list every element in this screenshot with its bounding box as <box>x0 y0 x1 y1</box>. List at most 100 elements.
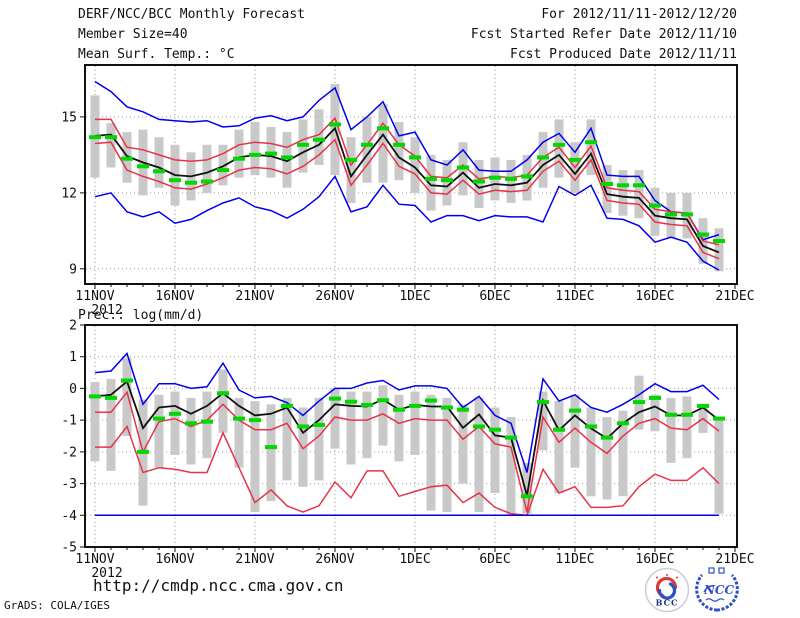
bcc-arc-mark-icon <box>656 576 658 579</box>
temp-chart-title: Mean Surf. Temp.: °C <box>78 47 235 62</box>
x-tick-label: 11NOV <box>75 289 114 304</box>
x-tick-label: 16DEC <box>635 289 674 304</box>
spread-bar <box>154 394 164 468</box>
spread-bar <box>314 109 324 165</box>
ncc-swirl <box>703 585 715 593</box>
x-tick-label: 11DEC <box>555 552 594 567</box>
spread-bar <box>330 388 340 449</box>
ncc-wave <box>705 598 725 602</box>
spread-bar <box>490 407 500 494</box>
spread-bar <box>554 401 564 494</box>
axis-labels: 15 12 9 11NOV 16NOV 21NOV 26NOV 1DEC 6DEC 11DEC 16… <box>61 110 754 318</box>
plot-border <box>84 64 738 285</box>
spread-bar <box>602 417 612 500</box>
spread-bar <box>650 394 660 432</box>
spread-bar <box>346 137 356 203</box>
spread-bar <box>250 122 260 176</box>
x-tick-label: 1DEC <box>399 552 430 567</box>
series-upper-spread-red <box>95 390 720 513</box>
x-tick-label: 26NOV <box>315 552 354 567</box>
spread-bar <box>586 407 596 497</box>
spread-bar <box>442 397 452 513</box>
bcc-logo-ring <box>644 567 690 613</box>
spread-bar <box>410 391 420 455</box>
grads-credit: GrADS: COLA/IGES <box>4 599 110 612</box>
precip-chart-title: Prec.: log(mm/d) <box>78 308 204 323</box>
spread-bar <box>426 394 436 511</box>
page-title: DERF/NCC/BCC Monthly Forecast <box>78 7 305 22</box>
x-tick-label: 26NOV <box>315 289 354 304</box>
ncc-top-glyph-icon <box>718 567 725 574</box>
spread-bar <box>602 165 612 214</box>
spread-bar <box>282 132 292 188</box>
spread-bar <box>202 391 212 459</box>
spread-bar <box>618 170 628 216</box>
y-tick-label: -3 <box>61 477 77 492</box>
y-tick-label: -5 <box>61 541 77 556</box>
spread-bar <box>394 394 404 462</box>
x-tick-label: 21DEC <box>715 552 754 567</box>
y-tick-label: 0 <box>69 382 77 397</box>
x-tick-label: 21DEC <box>715 289 754 304</box>
ncc-top-glyph-icon <box>708 567 715 574</box>
y-tick-label: -4 <box>61 509 77 524</box>
ncc-logo-text: NCC <box>703 583 735 597</box>
spread-bar <box>266 404 276 501</box>
member-spread-bars <box>90 358 724 516</box>
spread-bar <box>634 170 644 219</box>
bcc-logo: BCC <box>644 567 690 613</box>
spread-bar <box>714 228 724 272</box>
series-lower-spread-red <box>94 138 720 260</box>
spread-bar <box>106 378 116 471</box>
spread-bar <box>474 397 484 513</box>
bcc-swirl-blue <box>657 582 677 600</box>
source-url: http://cmdp.ncc.cma.gov.cn <box>93 576 344 595</box>
axis-ticks <box>80 324 736 552</box>
ncc-logo: NCC <box>695 567 739 612</box>
spread-bar <box>186 397 196 465</box>
spread-bar <box>90 382 100 462</box>
spread-bar <box>714 417 724 514</box>
ncc-wreath-left <box>695 574 718 612</box>
ncc-wreath-right <box>716 574 739 612</box>
y-tick-label: 9 <box>69 262 77 277</box>
spread-bar <box>682 396 692 459</box>
member-size-label: Member Size=40 <box>78 27 188 42</box>
series-min-blue <box>94 174 720 271</box>
y-tick-label: 1 <box>69 350 77 365</box>
forecast-range-label: For 2012/11/11-2012/12/20 <box>541 7 737 22</box>
spread-bar <box>522 463 532 514</box>
spread-bar <box>362 116 372 183</box>
spread-bar <box>410 137 420 193</box>
series-ensemble-mean-black <box>94 126 720 254</box>
series-lower-spread-red <box>95 424 720 517</box>
x-tick-label: 16DEC <box>635 552 674 567</box>
x-tick-label: 21NOV <box>235 552 274 567</box>
spread-bar <box>298 407 308 487</box>
obs-dash-markers <box>89 378 725 499</box>
spread-bar <box>538 132 548 188</box>
bcc-logo-text: BCC <box>656 598 679 608</box>
x-tick-label: 1DEC <box>399 289 430 304</box>
series-upper-spread-red <box>95 116 720 246</box>
spread-bar <box>394 122 404 181</box>
spread-bar <box>426 154 436 211</box>
x-year-label: 2012 <box>91 566 122 581</box>
x-tick-label: 16NOV <box>155 289 194 304</box>
spread-bar <box>442 159 452 206</box>
series-max-blue <box>94 352 720 473</box>
member-spread-bars <box>90 84 724 272</box>
spread-bar <box>378 385 388 446</box>
x-tick-label: 6DEC <box>479 552 510 567</box>
spread-bar <box>650 187 660 236</box>
spread-bar <box>154 137 164 188</box>
spread-bar <box>346 391 356 465</box>
spread-bar <box>218 144 228 186</box>
x-tick-label: 16NOV <box>155 552 194 567</box>
y-tick-label: 2 <box>69 319 77 334</box>
x-tick-label: 6DEC <box>479 289 510 304</box>
spread-bar <box>506 417 516 516</box>
